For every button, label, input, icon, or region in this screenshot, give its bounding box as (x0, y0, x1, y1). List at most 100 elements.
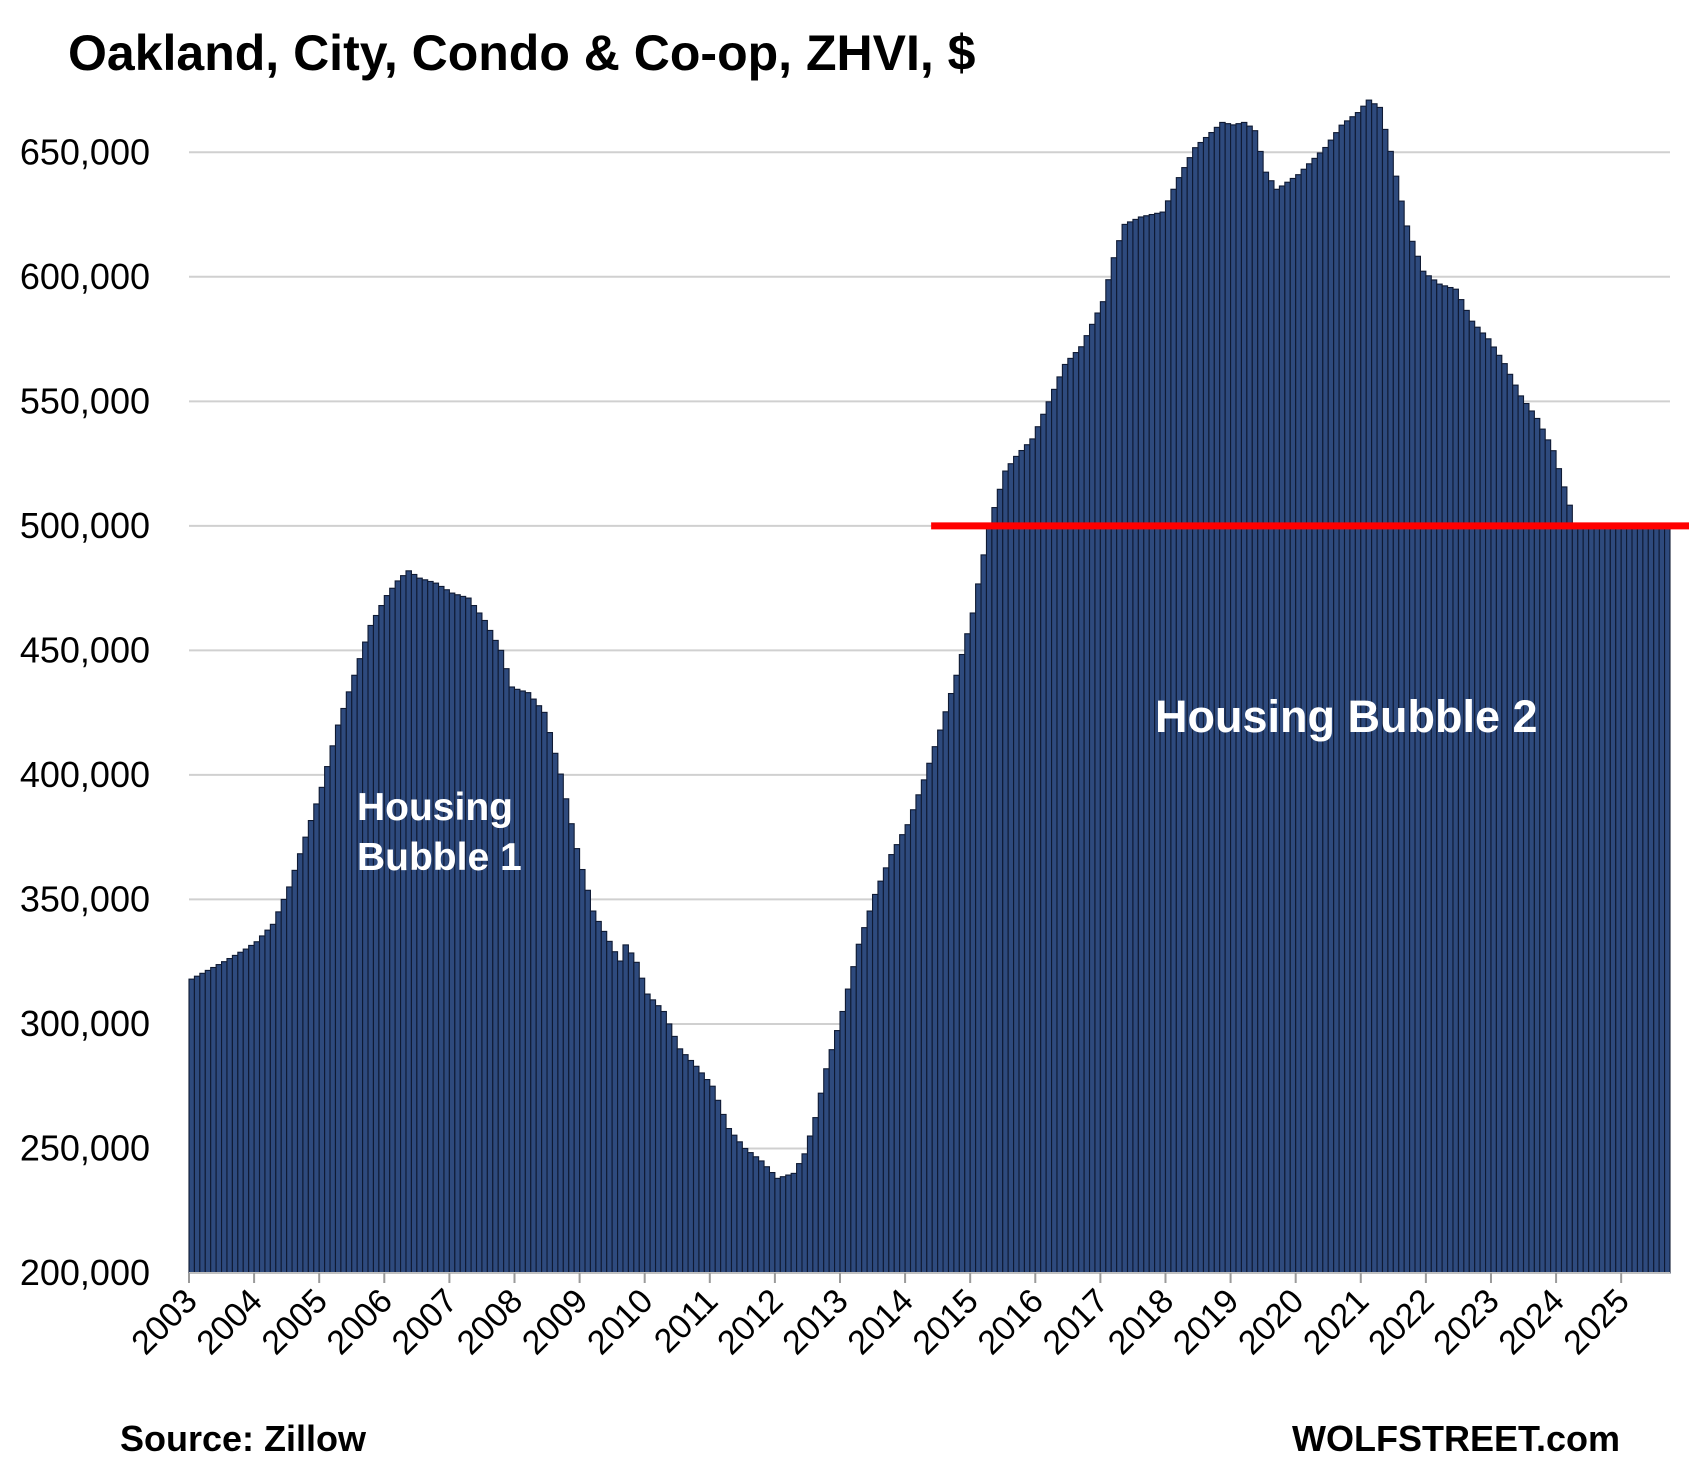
bar (839, 1010, 846, 1274)
bar (920, 779, 928, 1274)
bar (1539, 428, 1546, 1274)
bar (633, 961, 640, 1274)
bar (638, 977, 646, 1274)
bar (1620, 525, 1628, 1274)
bar (850, 966, 857, 1274)
x-tick-label: 2018 (1101, 1282, 1181, 1362)
bar (882, 867, 890, 1274)
bar (698, 1072, 705, 1274)
bar (1598, 525, 1606, 1274)
y-tick-label: 250,000 (20, 1127, 150, 1168)
bar (1582, 525, 1590, 1274)
bar (573, 848, 581, 1274)
bar (606, 940, 613, 1274)
bar (1609, 525, 1617, 1274)
bar (454, 594, 461, 1274)
bar (530, 698, 537, 1274)
bar (345, 691, 353, 1274)
bar (806, 1135, 814, 1274)
bar (1577, 525, 1584, 1274)
bar (692, 1065, 700, 1274)
bar (703, 1079, 711, 1274)
bar (812, 1117, 819, 1274)
bar (1441, 285, 1449, 1274)
bar (1550, 450, 1557, 1274)
bar (1436, 283, 1443, 1274)
chart-title: Oakland, City, Condo & Co-op, ZHVI, $ (68, 25, 976, 81)
bar (991, 507, 998, 1274)
bar (291, 869, 299, 1274)
bar (1072, 352, 1080, 1274)
bar (334, 724, 342, 1274)
bar (915, 794, 922, 1274)
bar (497, 649, 505, 1274)
bar (269, 923, 277, 1274)
bar (1371, 103, 1378, 1274)
bar (356, 658, 364, 1274)
bar (1479, 332, 1487, 1274)
bar (231, 954, 239, 1274)
annotation-bubble-2: Housing Bubble 2 (1155, 691, 1538, 742)
bar (524, 692, 532, 1274)
bar (280, 898, 288, 1274)
bar (725, 1128, 733, 1274)
bar (1626, 525, 1633, 1274)
bar (899, 834, 906, 1274)
bar (486, 629, 494, 1274)
bar (541, 711, 548, 1274)
y-tick-label: 600,000 (20, 256, 150, 297)
bar (1615, 525, 1622, 1274)
bar (421, 579, 429, 1274)
bar (340, 707, 347, 1274)
bar (888, 854, 895, 1274)
bar (557, 773, 564, 1274)
annotation-line: Housing (357, 786, 513, 829)
bar (465, 597, 472, 1274)
bar (389, 587, 396, 1274)
bar (779, 1176, 787, 1274)
bar (649, 999, 657, 1274)
bar (834, 1030, 841, 1274)
bar (519, 690, 526, 1274)
bar (372, 614, 380, 1274)
bar (313, 803, 320, 1274)
x-tick-label: 2022 (1361, 1282, 1441, 1362)
bar (1088, 323, 1096, 1274)
bar (958, 653, 966, 1274)
bar (926, 762, 933, 1274)
bar (985, 525, 993, 1274)
bar (1653, 525, 1660, 1274)
bar (1029, 438, 1036, 1274)
bar (969, 612, 977, 1274)
bar (394, 580, 402, 1274)
bars (188, 99, 1671, 1274)
bar (785, 1174, 792, 1274)
bar (1485, 338, 1492, 1274)
bar (362, 641, 369, 1274)
bar (611, 951, 619, 1274)
bar (437, 585, 445, 1274)
bar (1137, 216, 1145, 1274)
bar (871, 893, 879, 1274)
bar (714, 1099, 722, 1274)
bar (709, 1085, 716, 1274)
bar (861, 927, 868, 1274)
bar (1506, 373, 1514, 1274)
x-tick-label: 2012 (710, 1282, 790, 1362)
bar (622, 944, 629, 1274)
bar (470, 604, 478, 1274)
bar (964, 633, 971, 1274)
bar (796, 1163, 803, 1274)
bar (1061, 363, 1069, 1274)
source-label: Source: Zillow (120, 1418, 367, 1459)
bar (1474, 326, 1481, 1274)
bar (367, 624, 374, 1274)
bar (1126, 221, 1134, 1274)
bar (1099, 301, 1107, 1274)
bar (1045, 401, 1053, 1274)
bar (909, 809, 917, 1274)
bar (671, 1035, 678, 1274)
bar (378, 604, 385, 1274)
bar (1018, 449, 1025, 1274)
bar (410, 573, 418, 1274)
